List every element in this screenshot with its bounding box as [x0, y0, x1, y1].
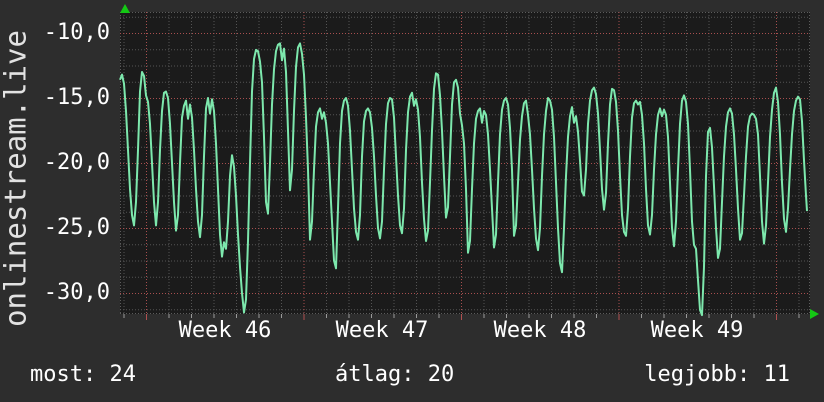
y-tick-label: -30,0	[43, 280, 110, 305]
y-axis-arrow-icon	[120, 4, 130, 13]
stat-best: legjobb: 11	[644, 363, 790, 387]
stat-current-label: most:	[30, 362, 97, 387]
stat-best-label: legjobb:	[644, 362, 751, 387]
x-axis-arrow-icon	[810, 309, 819, 319]
y-tick-label: -25,0	[43, 215, 110, 240]
y-tick-label: -10,0	[43, 20, 110, 45]
x-tick-label: Week 47	[335, 318, 429, 343]
data-line	[119, 42, 808, 317]
x-tick-label: Week 46	[178, 318, 272, 343]
stat-average-label: átlag:	[335, 362, 415, 387]
x-tick-label: Week 48	[493, 318, 587, 343]
y-tick-label: -15,0	[43, 85, 110, 110]
stat-average: átlag: 20	[335, 363, 454, 387]
footer-stats: most: 24 átlag: 20 legjobb: 11	[0, 363, 824, 389]
plot-area	[119, 12, 810, 320]
stat-current-value: 24	[109, 362, 136, 387]
stat-best-value: 11	[763, 362, 791, 387]
stat-current: most: 24	[30, 363, 136, 387]
y-tick-label: -20,0	[43, 150, 110, 175]
x-tick-label: Week 49	[650, 318, 744, 343]
stat-average-value: 20	[427, 362, 455, 387]
